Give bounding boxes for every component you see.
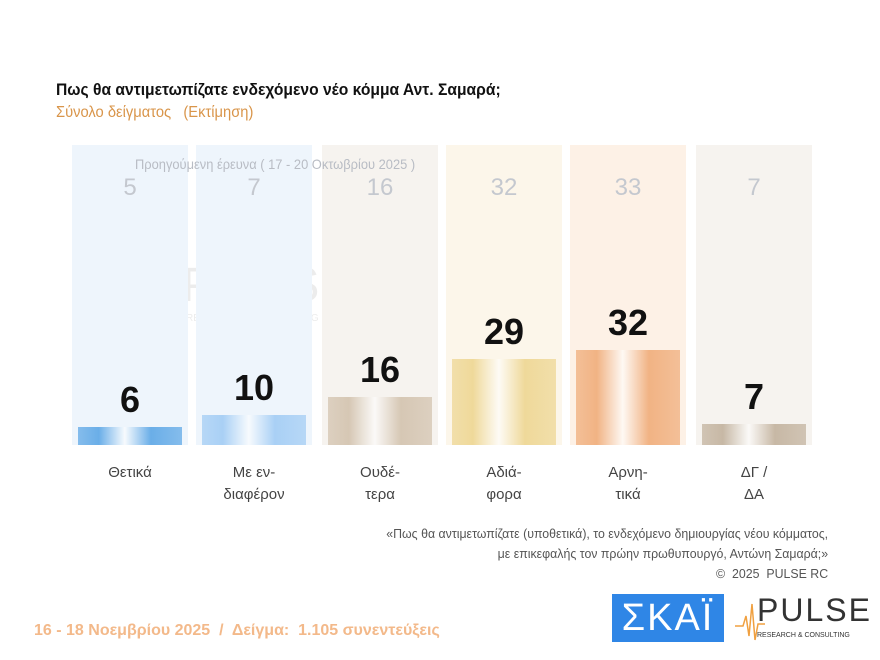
survey-footer: 16 - 18 Νοεμβρίου 2025 / Δείγμα: 1.105 σ… bbox=[34, 622, 440, 639]
value-label: 6 bbox=[119, 379, 141, 421]
category-label: Ουδέ- τερα bbox=[360, 464, 400, 503]
column-background bbox=[196, 145, 312, 445]
bar bbox=[452, 358, 556, 445]
bar bbox=[702, 424, 806, 445]
category-label: Με εν- διαφέρον bbox=[223, 464, 285, 503]
bar bbox=[576, 349, 680, 445]
previous-value-label: 5 bbox=[123, 174, 137, 201]
column-background bbox=[72, 145, 188, 445]
pulse-wave-icon bbox=[735, 603, 765, 641]
previous-survey-label: Προηγούμενη έρευνα ( 17 - 20 Οκτωβρίου 2… bbox=[135, 156, 416, 172]
skai-logo: ΣΚΑΪ bbox=[612, 594, 724, 642]
previous-value-label: 7 bbox=[247, 174, 261, 201]
value-label: 10 bbox=[233, 367, 275, 409]
pulse-logo: PULSE RESEARCH & CONSULTING bbox=[735, 592, 870, 642]
value-label: 7 bbox=[743, 376, 765, 418]
value-label: 16 bbox=[359, 349, 401, 391]
chart-subtitle: Σύνολο δείγματος (Εκτίμηση) bbox=[56, 104, 254, 121]
column-background bbox=[696, 145, 812, 445]
previous-value-label: 7 bbox=[747, 174, 761, 201]
previous-value-label: 33 bbox=[614, 174, 642, 201]
previous-value-label: 16 bbox=[366, 174, 394, 201]
bar bbox=[202, 415, 306, 445]
category-label: Αρνη- τικά bbox=[608, 464, 648, 503]
category-label: Αδιά- φορα bbox=[486, 464, 522, 503]
question-note: «Πως θα αντιμετωπίζατε (υποθετικά), το ε… bbox=[386, 526, 828, 581]
bar bbox=[78, 427, 182, 445]
value-label: 32 bbox=[607, 301, 649, 343]
chart-title: Πως θα αντιμετωπίζατε ενδεχόμενο νέο κόμ… bbox=[56, 80, 501, 99]
previous-value-label: 32 bbox=[490, 174, 518, 201]
category-label: Θετικά bbox=[108, 464, 152, 481]
category-label: ΔΓ / ΔΑ bbox=[740, 464, 768, 503]
value-label: 29 bbox=[483, 310, 525, 352]
column-background bbox=[322, 145, 438, 445]
bar bbox=[328, 397, 432, 445]
